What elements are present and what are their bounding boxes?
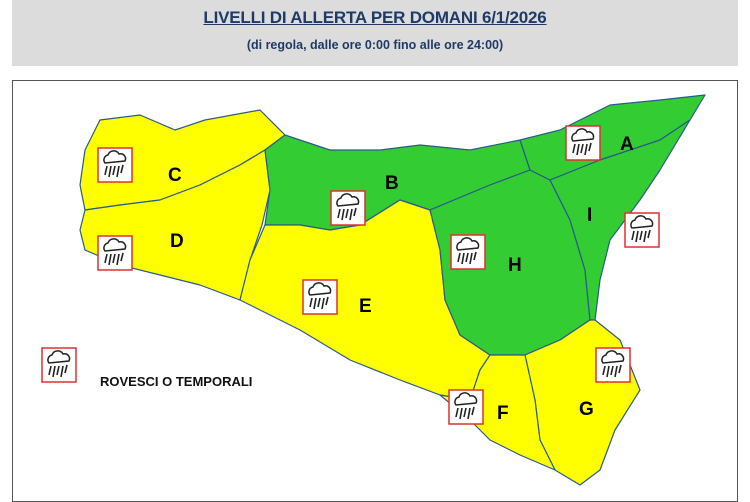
- zone-I[interactable]: [549, 119, 691, 321]
- zone-label-B: B: [385, 173, 399, 194]
- zone-label-E: E: [359, 296, 372, 317]
- page-title: LIVELLI DI ALLERTA PER DOMANI 6/1/2026: [203, 8, 547, 27]
- zone-label-H: H: [508, 255, 522, 276]
- zone-label-G: G: [579, 399, 594, 420]
- storm-icon-D: [97, 235, 133, 271]
- storm-icon-B: [330, 190, 366, 226]
- header: LIVELLI DI ALLERTA PER DOMANI 6/1/2026 (…: [12, 0, 738, 66]
- storm-icon-C: [97, 147, 133, 183]
- zone-label-A: A: [620, 134, 634, 155]
- storm-icon-F: [448, 389, 484, 425]
- page-subtitle: (di regola, dalle ore 0:00 fino alle ore…: [246, 38, 504, 52]
- zone-label-I: I: [587, 205, 592, 226]
- zone-label-C: C: [168, 165, 182, 186]
- storm-icon-G: [595, 347, 631, 383]
- legend-label: ROVESCI O TEMPORALI: [100, 374, 253, 389]
- legend-storm-icon: [41, 347, 77, 383]
- storm-icon-I: [624, 212, 660, 248]
- storm-icon-H: [450, 234, 486, 270]
- zone-label-F: F: [497, 403, 509, 424]
- zone-label-D: D: [170, 231, 184, 252]
- storm-icon-E: [302, 279, 338, 315]
- storm-icon-A: [565, 125, 601, 161]
